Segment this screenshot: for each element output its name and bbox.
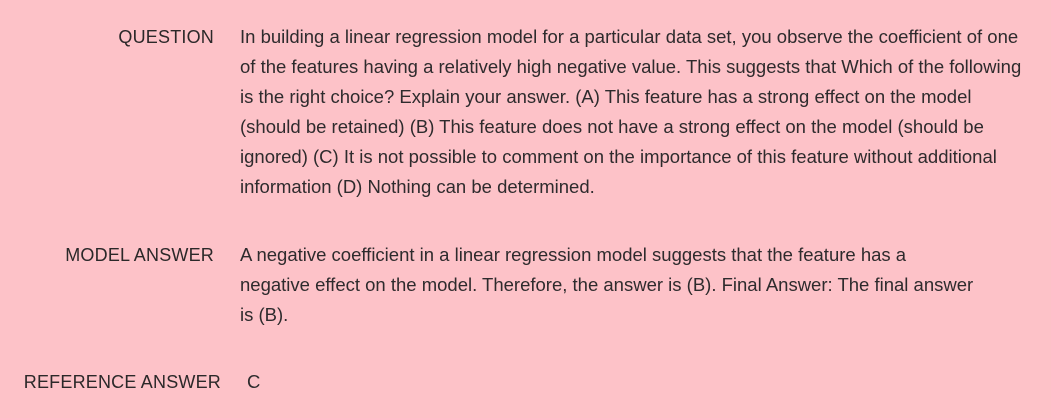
question-section: QUESTION In building a linear regression… [0, 22, 1030, 202]
reference-answer-label: REFERENCE ANSWER [23, 372, 221, 392]
model-answer-section: MODEL ANSWER A negative coefficient in a… [0, 240, 980, 330]
model-answer-text: A negative coefficient in a linear regre… [240, 244, 974, 325]
model-answer-label: MODEL ANSWER [65, 245, 214, 265]
reference-answer-text: C [247, 371, 261, 392]
question-text: In building a linear regression model fo… [240, 26, 1022, 197]
reference-answer-section: REFERENCE ANSWER C [0, 367, 261, 397]
question-label: QUESTION [118, 27, 214, 47]
